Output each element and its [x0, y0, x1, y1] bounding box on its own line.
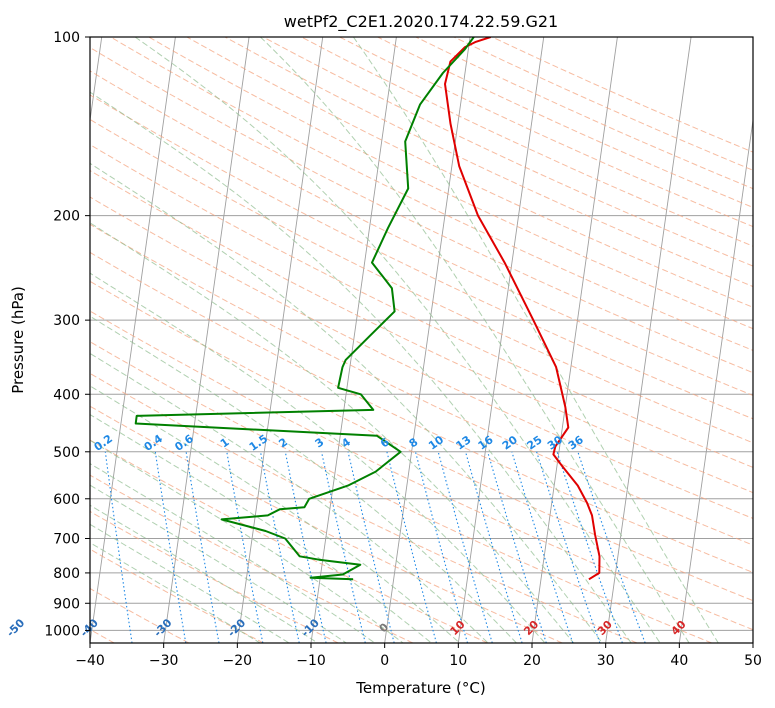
mixing-ratio-line [487, 451, 547, 643]
dry-adiabat-line [148, 37, 753, 330]
dry-adiabat-line [90, 510, 339, 643]
isotherm-line [678, 117, 753, 643]
dry-adiabat-line [90, 46, 753, 374]
x-tick-label: 0 [380, 653, 389, 669]
dry-adiabat-line [90, 223, 753, 546]
dry-adiabat-line [90, 372, 638, 643]
mixing-ratio-line [464, 451, 523, 643]
dry-adiabat-line [90, 251, 753, 573]
isotherm-line [236, 37, 324, 643]
y-tick-label: 700 [53, 532, 80, 548]
x-tick-label: 10 [449, 653, 467, 669]
moist-adiabat-line [90, 352, 489, 643]
dry-adiabat-line [90, 548, 264, 643]
dry-adiabat-line [90, 94, 753, 420]
y-tick-label: 900 [53, 596, 80, 612]
y-axis-title: Pressure (hPa) [9, 286, 27, 394]
moist-adiabat-line [90, 463, 376, 643]
x-tick-label: 40 [670, 653, 688, 669]
mixing-ratio-line [536, 451, 601, 643]
x-tick-label: −30 [149, 653, 179, 669]
y-tick-label: 500 [53, 445, 80, 461]
data-layer [134, 37, 601, 581]
isotherm-line [531, 37, 618, 643]
moist-adiabat-line [352, 37, 719, 643]
moist-adiabat-line [260, 37, 690, 643]
moist-adiabat-line [90, 439, 404, 643]
isotherm-line [163, 37, 250, 643]
mixing-ratio-line [284, 451, 327, 643]
moist-adiabat-line [90, 272, 546, 643]
moist-adiabat-line [90, 484, 347, 643]
moist-adiabat-line [90, 222, 574, 643]
y-tick-label: 200 [53, 209, 80, 225]
y-tick-label: 100 [53, 30, 80, 46]
dry-adiabat-line [90, 310, 753, 631]
x-tick-label: 50 [744, 653, 762, 669]
dry-adiabat-line [90, 196, 753, 520]
mixing-ratio-line [511, 451, 574, 643]
dry-adiabat-line [90, 439, 488, 643]
dry-adiabat-line [90, 144, 753, 468]
moist-adiabat-line [90, 315, 517, 643]
chart-title: wetPf2_C2E1.2020.174.22.59.G21 [284, 12, 558, 32]
isotherm-line [90, 37, 176, 643]
isotherm-line [457, 37, 545, 643]
dry-adiabat-line [90, 341, 712, 643]
dry-adiabat-line [90, 405, 563, 643]
y-tick-label: 400 [53, 387, 80, 403]
moist-adiabat-line [90, 542, 261, 643]
mixing-ratio-line [437, 451, 493, 643]
plot-frame [89, 36, 754, 644]
dry-adiabat-line [90, 474, 414, 643]
isotherm-line [384, 37, 471, 643]
moist-adiabat-line [90, 162, 603, 643]
mixing-ratio-line [259, 451, 300, 643]
mixing-ratio-line [556, 451, 623, 643]
mixing-ratio-line [577, 451, 646, 643]
y-tick-label: 300 [53, 313, 80, 329]
x-axis-title: Temperature (°C) [355, 679, 485, 697]
moist-adiabat-line [90, 413, 432, 643]
dry-adiabat-line [186, 37, 753, 308]
grid-layer [90, 37, 753, 643]
moist-adiabat-line [90, 91, 632, 643]
dewpoint-profile-line [134, 37, 475, 581]
dry-adiabat-line [110, 37, 753, 351]
mixing-ratio-line [320, 451, 366, 643]
mixing-ratio-line [104, 451, 133, 643]
x-tick-label: −40 [75, 653, 105, 669]
dry-adiabat-line [90, 169, 753, 494]
temperature-profile-line [444, 37, 601, 581]
x-tick-label: 30 [597, 653, 615, 669]
moist-adiabat-line [134, 37, 661, 643]
x-tick-label: −10 [296, 653, 326, 669]
mixing-ratio-line [386, 451, 437, 643]
x-tick-label: −20 [223, 653, 253, 669]
y-tick-label: 600 [53, 492, 80, 508]
moist-adiabat-line [90, 385, 461, 643]
y-tick-label: 800 [53, 566, 80, 582]
axis-ticks: −40 −30 −20 −10 0 10 20 30 40 50 100 200 300 400 500 60… [44, 30, 762, 669]
x-tick-label: 20 [523, 653, 541, 669]
mixing-ratio-line [414, 451, 469, 643]
mixing-ratio-line [226, 451, 264, 643]
mixing-ratio-line [347, 451, 395, 643]
y-tick-label: 1000 [44, 623, 80, 639]
